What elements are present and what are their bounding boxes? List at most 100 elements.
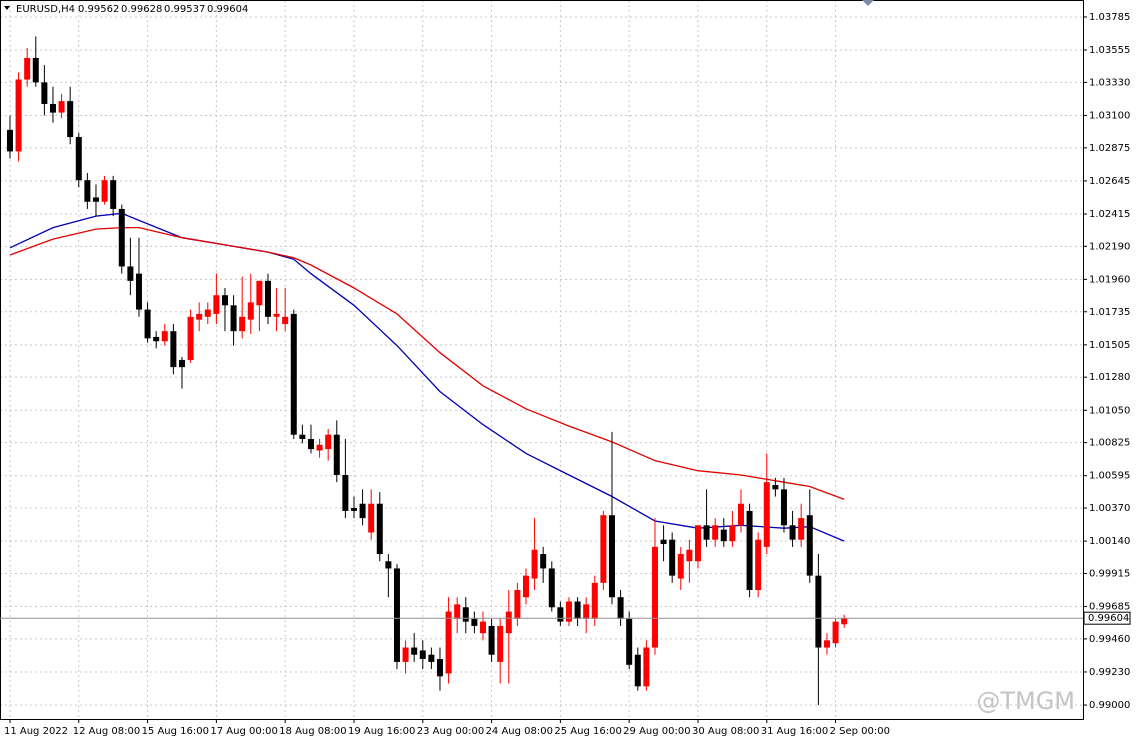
y-tick-label: 0.99230	[1089, 667, 1130, 678]
candle-body	[789, 525, 796, 540]
y-tick-label: 1.03555	[1089, 45, 1130, 56]
candle-body	[419, 650, 426, 660]
candle-body	[144, 309, 151, 339]
candle-body	[92, 197, 99, 202]
watermark: @TMGM	[976, 687, 1075, 715]
candle-body	[522, 575, 529, 598]
candle-body	[677, 554, 684, 579]
candle-body	[600, 515, 607, 583]
candle-body	[161, 331, 168, 342]
candle-body	[299, 434, 306, 440]
y-tick-label: 1.01505	[1089, 340, 1130, 351]
candle-body	[316, 444, 323, 451]
candle-body	[402, 647, 409, 662]
candle-body	[58, 101, 65, 113]
candle-body	[256, 280, 263, 306]
x-tick-label: 25 Aug 16:00	[554, 726, 621, 737]
candle-body	[686, 549, 693, 562]
y-tick-label: 1.00825	[1089, 438, 1130, 449]
candle-body	[273, 313, 280, 317]
candle-body	[135, 273, 142, 310]
candle-body	[780, 489, 787, 526]
header-arrow	[4, 6, 10, 10]
y-tick-label: 1.02190	[1089, 241, 1130, 252]
candle-body	[729, 525, 736, 542]
candle-body	[213, 295, 220, 314]
x-tick-label: 30 Aug 08:00	[692, 726, 759, 737]
candle-body	[574, 601, 581, 619]
y-tick-label: 1.00140	[1089, 536, 1130, 547]
candle-body	[462, 607, 469, 622]
candle-body	[832, 621, 839, 644]
candle-body	[712, 525, 719, 540]
y-tick-label: 1.02875	[1089, 143, 1130, 154]
y-tick-label: 1.03330	[1089, 77, 1130, 88]
candle-body	[15, 79, 22, 152]
candle-body	[626, 618, 633, 665]
candle-body	[755, 539, 762, 591]
x-tick-label: 2 Sep 00:00	[830, 726, 890, 737]
candle-body	[488, 625, 495, 655]
shift-marker	[862, 0, 874, 6]
x-tick-label: 19 Aug 16:00	[348, 726, 415, 737]
y-tick-label: 1.01735	[1089, 307, 1130, 318]
candle-body	[737, 503, 744, 526]
candle-body	[548, 568, 555, 608]
candle-body	[32, 57, 39, 83]
y-tick-label: 0.99460	[1089, 634, 1130, 645]
candle-body	[84, 180, 91, 202]
candle-body	[290, 313, 297, 435]
candle-body	[307, 439, 314, 450]
candle-body	[221, 295, 228, 306]
candle-body	[497, 625, 504, 662]
candles	[6, 36, 848, 706]
candle-body	[393, 568, 400, 662]
y-tick-label: 1.02645	[1089, 176, 1130, 187]
candle-body	[239, 316, 246, 332]
y-tick-label: 1.00370	[1089, 503, 1130, 514]
candle-body	[333, 434, 340, 475]
candle-body	[359, 503, 366, 519]
header: EURUSD,H4 0.99562 0.99628 0.99537 0.9960…	[4, 4, 248, 15]
x-tick-label: 11 Aug 2022	[4, 726, 68, 737]
y-tick-label: 1.02415	[1089, 209, 1130, 220]
y-tick-label: 0.99685	[1089, 602, 1130, 613]
moving-average	[9, 226, 845, 501]
candle-body	[772, 485, 779, 490]
candle-body	[368, 503, 375, 533]
candle-body	[178, 359, 185, 368]
candle-body	[806, 515, 813, 576]
candle-body	[505, 611, 512, 634]
grid	[0, 0, 1083, 719]
x-tick-label: 12 Aug 08:00	[73, 726, 140, 737]
y-tick-label: 0.99000	[1089, 700, 1130, 711]
candle-body	[411, 647, 418, 655]
candle-body	[153, 336, 160, 342]
candle-body	[617, 597, 624, 619]
candle-body	[24, 57, 31, 80]
candle-body	[479, 621, 486, 634]
x-tick-label: 18 Aug 08:00	[279, 726, 346, 737]
y-tick-label: 1.01050	[1089, 405, 1130, 416]
candle-body	[436, 659, 443, 677]
candle-body	[643, 647, 650, 687]
candle-body	[798, 518, 805, 540]
ohlc-open: 0.99562	[78, 4, 119, 15]
candle-body	[669, 539, 676, 576]
candle-body	[428, 654, 435, 662]
candle-body	[342, 474, 349, 511]
y-tick-label: 1.01280	[1089, 372, 1130, 383]
candle-body	[634, 654, 641, 687]
candle-body	[540, 554, 547, 569]
y-tick-label: 1.03100	[1089, 110, 1130, 121]
candle-body	[557, 607, 564, 622]
candle-body	[247, 302, 254, 320]
candle-body	[75, 137, 82, 181]
candle-body	[325, 434, 332, 450]
candle-body	[531, 549, 538, 579]
x-tick-label: 31 Aug 16:00	[761, 726, 828, 737]
price-label: 0.99604	[1088, 613, 1129, 624]
candle-body	[763, 482, 770, 547]
candle-body	[445, 611, 452, 674]
